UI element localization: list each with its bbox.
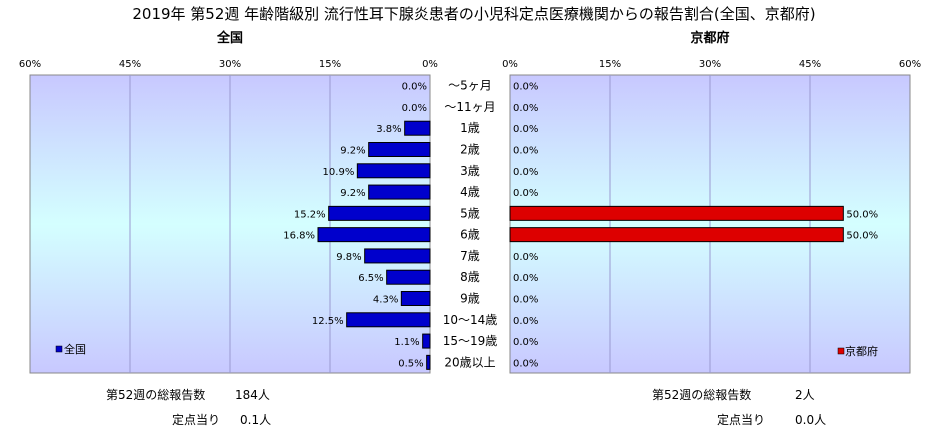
category-label: ～5ヶ月 [448, 79, 492, 93]
left-total-value: 184人 [235, 388, 270, 402]
category-label: 8歳 [460, 270, 480, 284]
left-bar-value-label: 0.5% [398, 358, 423, 369]
right-bar-value-label: 0.0% [513, 273, 538, 284]
right-bar [509, 227, 844, 243]
category-label: 9歳 [460, 292, 480, 306]
left-bar-value-label: 0.0% [402, 82, 427, 93]
right-x-tick-label: 0% [502, 59, 518, 70]
left-bar [368, 142, 431, 157]
left-bar [404, 120, 431, 136]
category-label: 1歳 [460, 121, 480, 135]
right-total-label: 第52週の総報告数 [652, 387, 751, 402]
right-x-tick-label: 45% [799, 59, 821, 70]
category-label: 15～19歳 [443, 334, 498, 348]
right-bar-value-label: 0.0% [513, 252, 538, 263]
category-label: ～11ヶ月 [444, 100, 495, 114]
left-bar [422, 333, 431, 349]
left-bar [364, 248, 431, 264]
right-bar-value-label: 0.0% [513, 82, 538, 93]
right-total-value: 2人 [795, 388, 815, 402]
left-bar [328, 205, 431, 221]
left-bar-value-label: 9.8% [336, 252, 361, 263]
category-label: 10～14歳 [443, 313, 498, 327]
left-legend-swatch [55, 345, 63, 353]
left-per-label: 定点当り [172, 412, 220, 427]
category-label: 5歳 [460, 206, 480, 220]
left-total-label: 第52週の総報告数 [106, 387, 205, 402]
left-bar [400, 291, 431, 306]
left-panel-title: 全国 [216, 30, 243, 46]
left-bar-value-label: 4.3% [373, 295, 398, 306]
category-label: 4歳 [460, 185, 480, 199]
right-legend-swatch [837, 347, 845, 355]
left-bar-value-label: 12.5% [312, 316, 344, 327]
left-bar [346, 312, 431, 328]
left-x-tick-label: 60% [19, 59, 41, 70]
category-label: 7歳 [460, 249, 480, 263]
left-x-tick-label: 45% [119, 59, 141, 70]
left-bar-value-label: 15.2% [294, 209, 326, 220]
left-bar-value-label: 0.0% [402, 103, 427, 114]
right-bar [509, 205, 844, 221]
left-x-tick-label: 0% [422, 59, 438, 70]
right-per-label: 定点当り [717, 412, 765, 427]
right-bar-value-label: 0.0% [513, 316, 538, 327]
left-bar [368, 184, 431, 200]
left-x-tick-label: 30% [219, 59, 241, 70]
category-label: 20歳以上 [444, 355, 495, 369]
right-x-tick-label: 60% [899, 59, 921, 70]
left-bar-value-label: 3.8% [376, 124, 401, 135]
left-bar-value-label: 6.5% [358, 273, 383, 284]
right-bar-value-label: 0.0% [513, 146, 538, 157]
right-bar-value-label: 50.0% [846, 209, 878, 220]
left-legend-label: 全国 [64, 342, 86, 356]
right-x-tick-label: 30% [699, 59, 721, 70]
left-bar-value-label: 1.1% [394, 337, 419, 348]
left-bar [356, 163, 431, 179]
category-label: 6歳 [460, 228, 480, 242]
left-bar-value-label: 16.8% [283, 231, 315, 242]
left-bar-value-label: 9.2% [340, 146, 365, 157]
left-x-tick-label: 15% [319, 59, 341, 70]
chart-title: 2019年 第52週 年齢階級別 流行性耳下腺炎患者の小児科定点医療機関からの報… [132, 5, 815, 23]
right-legend-label: 京都府 [845, 344, 878, 358]
right-bar-value-label: 0.0% [513, 103, 538, 114]
left-per-value: 0.1人 [240, 413, 271, 427]
right-per-value: 0.0人 [795, 413, 826, 427]
left-bar [426, 354, 431, 370]
right-x-tick-label: 15% [599, 59, 621, 70]
right-bar-value-label: 0.0% [513, 337, 538, 348]
right-bar-value-label: 0.0% [513, 124, 538, 135]
category-label: 3歳 [460, 164, 480, 178]
right-bar-value-label: 0.0% [513, 167, 538, 178]
left-bar-value-label: 9.2% [340, 188, 365, 199]
left-bar [386, 269, 431, 285]
left-bar-value-label: 10.9% [323, 167, 355, 178]
right-bar-value-label: 0.0% [513, 358, 538, 369]
right-bar-value-label: 0.0% [513, 295, 538, 306]
category-label: 2歳 [460, 143, 480, 157]
right-bar-value-label: 50.0% [846, 231, 878, 242]
right-bar-value-label: 0.0% [513, 188, 538, 199]
left-bar [317, 227, 431, 243]
right-panel-title: 京都府 [690, 30, 729, 46]
